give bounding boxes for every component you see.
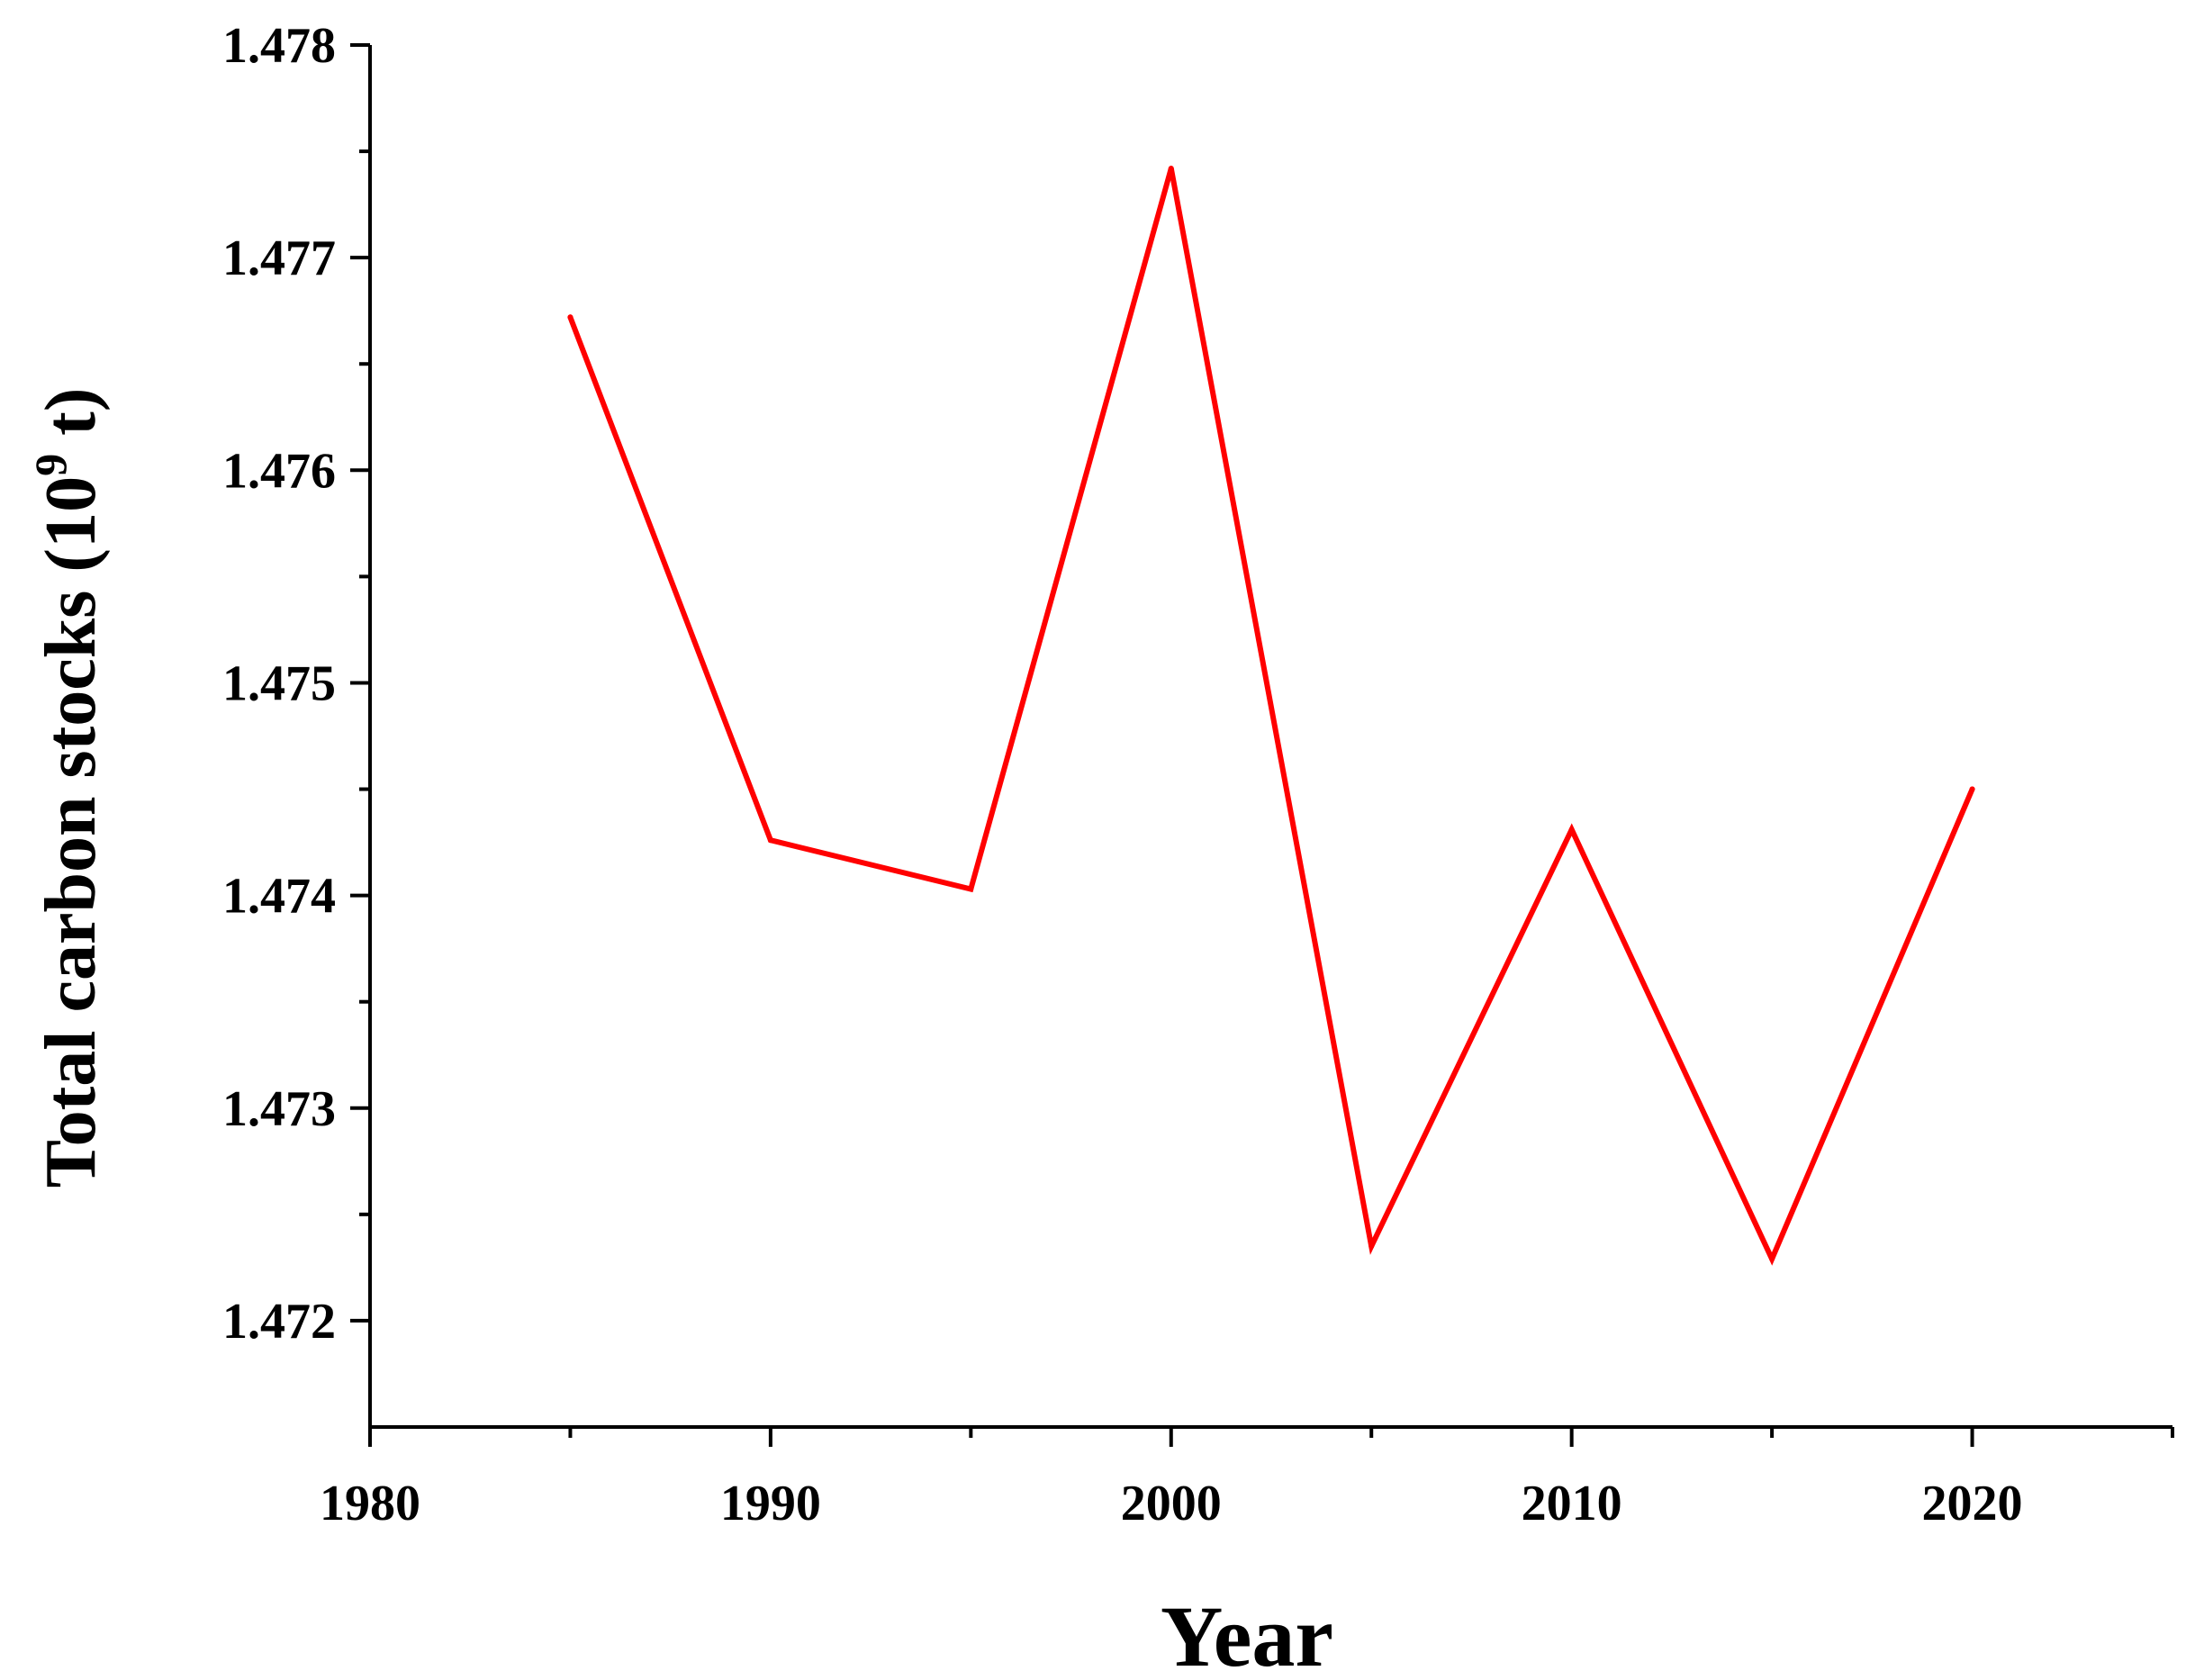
x-tick-label: 1990 [720, 1476, 821, 1531]
x-axis-title: Year [1161, 1588, 1333, 1680]
series-layer [567, 165, 1975, 1266]
y-axis-ticks: 1.472 1.473 1.474 1.475 1.476 1.477 1.478 [222, 18, 370, 1350]
y-axis-title: Total carbon stocks (109 t) [25, 388, 111, 1188]
y-tick-label: 1.473 [222, 1081, 336, 1137]
x-axis-ticks: 1980 1990 2000 2010 2020 [320, 1427, 2174, 1531]
data-point [1769, 1256, 1775, 1262]
y-axis-title-main: Total carbon stocks (10 [32, 476, 111, 1188]
y-tick-label: 1.475 [222, 655, 336, 711]
x-tick-label: 1980 [320, 1476, 420, 1531]
y-tick-label: 1.472 [222, 1294, 336, 1350]
y-tick-label: 1.477 [222, 230, 336, 286]
x-tick-label: 2010 [1522, 1476, 1622, 1531]
y-axis-title-superscript: 9 [25, 454, 76, 476]
data-point [968, 886, 974, 892]
data-point [1969, 786, 1975, 792]
y-tick-label: 1.476 [222, 443, 336, 499]
data-point [767, 837, 773, 844]
data-point [1568, 826, 1575, 833]
y-tick-label: 1.478 [222, 18, 336, 74]
y-tick-label: 1.474 [222, 869, 336, 925]
data-point [1168, 165, 1174, 171]
data-point [567, 314, 574, 321]
x-tick-label: 2000 [1121, 1476, 1222, 1531]
data-point [1368, 1243, 1375, 1250]
y-axis-title-end: t) [32, 388, 111, 454]
x-tick-label: 2020 [1922, 1476, 2023, 1531]
series-line-0 [567, 167, 1975, 1266]
